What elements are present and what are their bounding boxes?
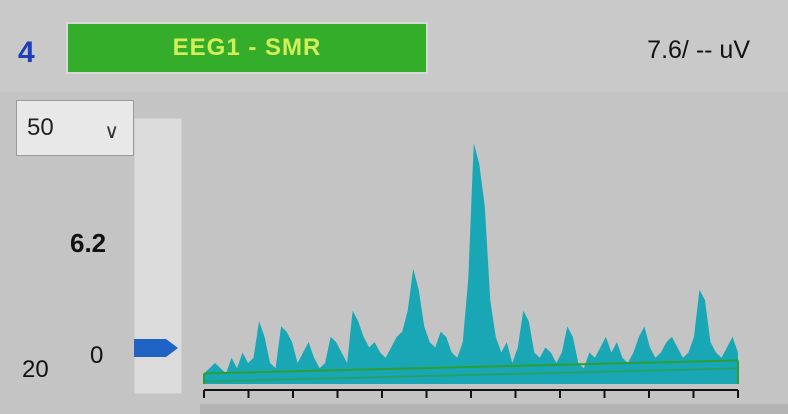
threshold-line [203,359,739,375]
chart-footer-band [200,404,788,414]
channel-label-button[interactable]: EEG1 - SMR [66,22,428,74]
threshold-slider-thumb[interactable] [134,339,178,357]
scale-selected-value: 50 [27,114,54,141]
eeg-spectrum-chart [203,142,739,398]
spectrum-area [204,142,738,384]
axis-zero-label: 0 [90,342,104,369]
threshold-line-lower [203,367,739,383]
amplitude-readout: 7.6/ -- uV [647,36,750,64]
chevron-down-icon: ∨ [104,121,119,143]
threshold-value: 6.2 [70,228,107,258]
scale-dropdown[interactable]: 50 ∨ [16,100,134,156]
axis-min-label: 20 [22,356,49,383]
channel-number: 4 [18,36,35,69]
